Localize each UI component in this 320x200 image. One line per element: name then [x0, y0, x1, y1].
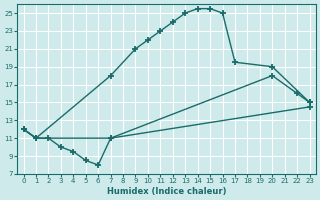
- X-axis label: Humidex (Indice chaleur): Humidex (Indice chaleur): [107, 187, 226, 196]
